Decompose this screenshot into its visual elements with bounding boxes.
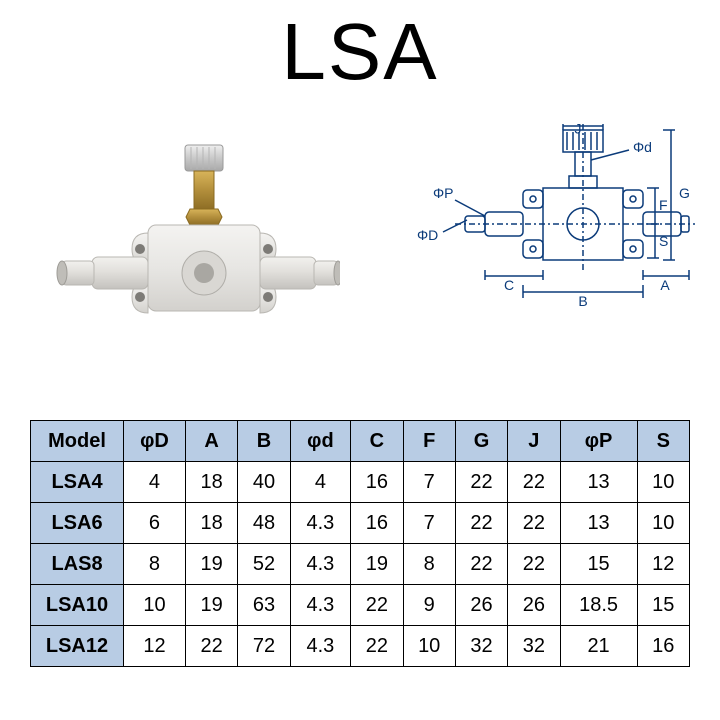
value-cell: 18 bbox=[185, 462, 237, 503]
value-cell: 19 bbox=[351, 544, 403, 585]
value-cell: 26 bbox=[455, 585, 507, 626]
value-cell: 22 bbox=[508, 503, 560, 544]
value-cell: 12 bbox=[637, 544, 689, 585]
value-cell: 13 bbox=[560, 503, 637, 544]
col-header: G bbox=[455, 421, 507, 462]
dim-B: B bbox=[578, 293, 587, 309]
product-photo bbox=[40, 135, 340, 365]
page-title: LSA bbox=[281, 6, 438, 98]
table-row: LSA101019634.3229262618.515 bbox=[31, 585, 690, 626]
value-cell: 12 bbox=[124, 626, 186, 667]
dim-A: A bbox=[660, 277, 670, 293]
page-root: LSA bbox=[0, 0, 720, 720]
value-cell: 32 bbox=[455, 626, 507, 667]
value-cell: 22 bbox=[455, 503, 507, 544]
dimensions-table: ModelφDABφdCFGJφPS LSA441840416722221310… bbox=[30, 420, 690, 667]
value-cell: 40 bbox=[238, 462, 290, 503]
value-cell: 22 bbox=[455, 462, 507, 503]
value-cell: 52 bbox=[238, 544, 290, 585]
value-cell: 10 bbox=[637, 462, 689, 503]
dim-F: F bbox=[659, 197, 668, 213]
dim-G: G bbox=[679, 185, 690, 201]
col-header: F bbox=[403, 421, 455, 462]
model-cell: LSA10 bbox=[31, 585, 124, 626]
value-cell: 13 bbox=[560, 462, 637, 503]
dim-S: S bbox=[659, 233, 668, 249]
table-row: LSA121222724.3221032322116 bbox=[31, 626, 690, 667]
table-row: LSA6618484.316722221310 bbox=[31, 503, 690, 544]
value-cell: 4.3 bbox=[290, 503, 351, 544]
value-cell: 72 bbox=[238, 626, 290, 667]
value-cell: 7 bbox=[403, 503, 455, 544]
value-cell: 15 bbox=[560, 544, 637, 585]
dim-phi-D: ΦD bbox=[417, 227, 438, 243]
value-cell: 4 bbox=[290, 462, 351, 503]
dim-phi-P: ΦP bbox=[433, 185, 454, 201]
value-cell: 4.3 bbox=[290, 544, 351, 585]
value-cell: 16 bbox=[637, 626, 689, 667]
value-cell: 6 bbox=[124, 503, 186, 544]
value-cell: 22 bbox=[351, 626, 403, 667]
value-cell: 18 bbox=[185, 503, 237, 544]
value-cell: 7 bbox=[403, 462, 455, 503]
table-row: LSA441840416722221310 bbox=[31, 462, 690, 503]
value-cell: 19 bbox=[185, 544, 237, 585]
col-header: C bbox=[351, 421, 403, 462]
value-cell: 9 bbox=[403, 585, 455, 626]
model-cell: LSA4 bbox=[31, 462, 124, 503]
value-cell: 21 bbox=[560, 626, 637, 667]
dim-C: C bbox=[504, 277, 514, 293]
spec-table: ModelφDABφdCFGJφPS LSA441840416722221310… bbox=[30, 420, 690, 667]
table-row: LAS8819524.319822221512 bbox=[31, 544, 690, 585]
model-cell: LAS8 bbox=[31, 544, 124, 585]
value-cell: 10 bbox=[403, 626, 455, 667]
value-cell: 48 bbox=[238, 503, 290, 544]
value-cell: 19 bbox=[185, 585, 237, 626]
value-cell: 22 bbox=[455, 544, 507, 585]
dimension-diagram: J Φd G F S ΦP ΦD C B A bbox=[395, 120, 695, 380]
value-cell: 18.5 bbox=[560, 585, 637, 626]
value-cell: 63 bbox=[238, 585, 290, 626]
value-cell: 4.3 bbox=[290, 585, 351, 626]
model-cell: LSA6 bbox=[31, 503, 124, 544]
col-header: J bbox=[508, 421, 560, 462]
value-cell: 26 bbox=[508, 585, 560, 626]
col-header: φD bbox=[124, 421, 186, 462]
col-header: φd bbox=[290, 421, 351, 462]
value-cell: 22 bbox=[185, 626, 237, 667]
col-header: B bbox=[238, 421, 290, 462]
value-cell: 32 bbox=[508, 626, 560, 667]
model-cell: LSA12 bbox=[31, 626, 124, 667]
value-cell: 4 bbox=[124, 462, 186, 503]
value-cell: 16 bbox=[351, 503, 403, 544]
value-cell: 22 bbox=[508, 544, 560, 585]
col-header: S bbox=[637, 421, 689, 462]
dim-phi-d: Φd bbox=[633, 139, 652, 155]
dim-J: J bbox=[575, 120, 582, 136]
value-cell: 10 bbox=[124, 585, 186, 626]
value-cell: 8 bbox=[403, 544, 455, 585]
value-cell: 8 bbox=[124, 544, 186, 585]
value-cell: 10 bbox=[637, 503, 689, 544]
col-header: φP bbox=[560, 421, 637, 462]
value-cell: 15 bbox=[637, 585, 689, 626]
col-header: Model bbox=[31, 421, 124, 462]
value-cell: 22 bbox=[351, 585, 403, 626]
col-header: A bbox=[185, 421, 237, 462]
value-cell: 4.3 bbox=[290, 626, 351, 667]
value-cell: 16 bbox=[351, 462, 403, 503]
value-cell: 22 bbox=[508, 462, 560, 503]
